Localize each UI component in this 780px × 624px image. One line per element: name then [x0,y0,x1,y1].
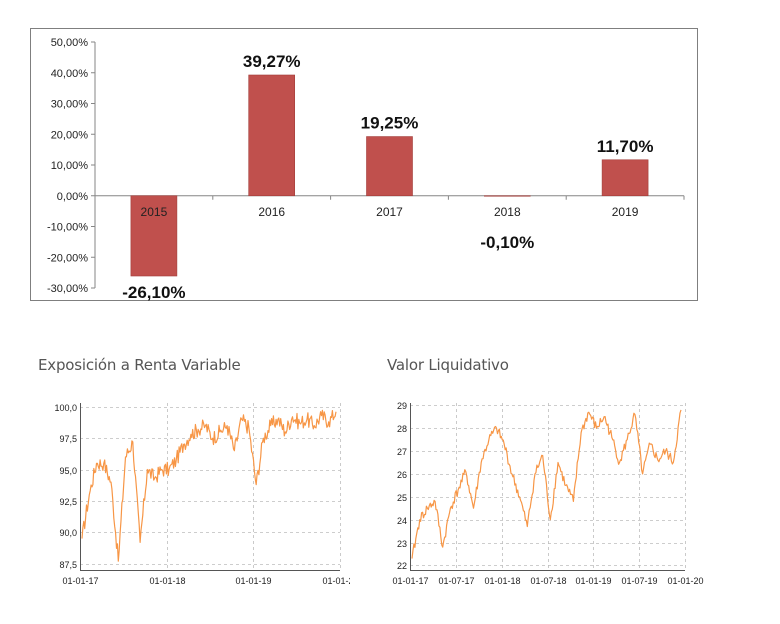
plot-area [79,402,341,571]
x-tick-label: 01-07-17 [438,576,474,586]
y-tick-label: 95,0 [59,466,77,476]
y-tick-label: 50,00% [51,37,89,49]
x-tick-label: 2016 [258,205,285,219]
y-tick-label: 10,00% [51,160,89,172]
data-label: 19,25% [361,114,419,133]
y-tick-label: -20,00% [47,252,88,264]
y-tick-label: 20,00% [51,129,89,141]
y-tick-label: 0,00% [57,191,88,203]
y-tick-label: 40,00% [51,68,89,80]
x-tick-label: 01-01-20 [667,576,703,586]
x-tick-label: 01-01-17 [62,576,98,586]
nav-chart-title: Valor Liquidativo [387,356,509,374]
data-label: -0,10% [480,233,534,252]
y-tick-label: 29 [397,401,407,411]
exposure-chart-title: Exposición a Renta Variable [38,356,241,374]
series-line [81,409,337,562]
plot-area [409,402,686,571]
x-tick-label: 01-07-19 [621,576,657,586]
data-label: 39,27% [243,52,301,71]
y-tick-label: 24 [397,516,407,526]
bar [248,74,295,197]
y-tick-label: 28 [397,424,407,434]
annual-returns-svg: 50,00% 40,00% 30,00% 20,00% 10,00% 0,00% -10,0… [30,28,698,302]
x-tick-label: 01-01-19 [575,576,611,586]
data-label: -26,10% [122,283,185,302]
chart-frame [30,28,698,301]
bar [601,159,649,197]
x-tick-label: 2018 [494,205,521,219]
bar [483,195,531,197]
x-tick-label: 2019 [612,205,639,219]
y-tick-label: 23 [397,539,407,549]
x-tick-label: 01-01-19 [235,576,271,586]
y-tick-label: 25 [397,493,407,503]
exposure-svg: 100,0 97,5 95,0 92,5 90,0 87,5 01-01-17 01-01-1… [54,402,359,586]
x-tick-label: 2015 [141,205,168,219]
y-tick-label: 90,0 [59,528,77,538]
bar [366,136,413,197]
x-tick-label: 2017 [376,205,403,219]
data-label: 11,70% [597,137,654,156]
exposure-chart: 100,0 97,5 95,0 92,5 90,0 87,5 01-01-17 01-01-1… [40,395,359,590]
y-tick-label: -10,00% [47,222,88,234]
x-tick-label: 01-07-18 [530,576,566,586]
y-tick-label: 100,0 [54,403,77,413]
x-tick-label: 01-01-20 [322,576,350,586]
x-tick-label: 01-01-17 [392,576,428,586]
y-tick-label: 26 [397,470,407,480]
nav-svg: 29 28 27 26 25 24 23 22 01-01-17 01-07-17 01-01-18… [392,401,703,586]
bar [130,195,178,277]
nav-chart: 29 28 27 26 25 24 23 22 01-01-17 01-07-17 01-01-18… [385,395,705,590]
y-tick-label: -30,00% [47,283,88,295]
y-tick-label: 92,5 [59,497,77,507]
y-tick-label: 22 [397,561,407,571]
y-tick-label: 87,5 [59,560,77,570]
y-tick-label: 30,00% [51,99,89,111]
x-tick-label: 01-01-18 [484,576,520,586]
series-line [411,409,682,559]
x-tick-label: 01-01-18 [149,576,185,586]
y-tick-label: 97,5 [59,434,77,444]
annual-returns-chart: 50,00% 40,00% 30,00% 20,00% 10,00% 0,00% -10,0… [0,0,780,310]
y-tick-label: 27 [397,447,407,457]
